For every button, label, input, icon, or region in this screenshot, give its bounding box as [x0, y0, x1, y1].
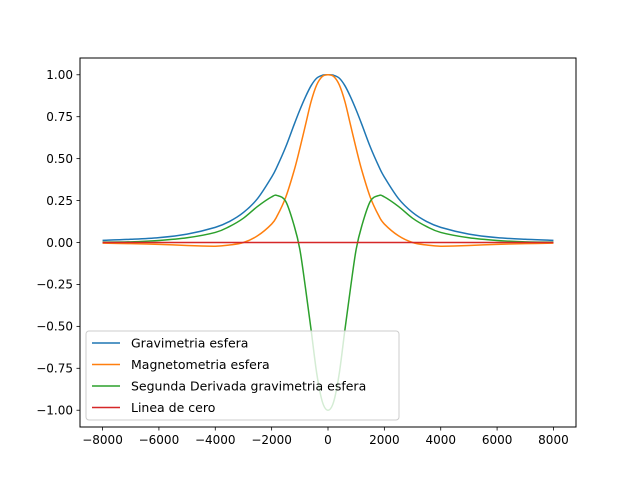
x-tick-label: 4000	[425, 433, 456, 447]
y-tick-label: −0.50	[36, 320, 73, 334]
x-tick-label: 2000	[369, 433, 400, 447]
y-axis: −1.00 −0.75 −0.50 −0.25 0.00 0.25 0.50 0.75 1.00	[36, 68, 80, 418]
y-tick-label: 0.75	[46, 110, 73, 124]
y-tick-label: 0.25	[46, 194, 73, 208]
x-tick-label: −4000	[195, 433, 236, 447]
series-line-1	[102, 74, 554, 247]
x-tick-label: 0	[324, 433, 332, 447]
y-tick-label: 0.00	[46, 236, 73, 250]
legend-label-0: Gravimetria esfera	[131, 336, 248, 351]
y-tick-label: −1.00	[36, 404, 73, 418]
legend-label-2: Segunda Derivada gravimetria esfera	[131, 379, 366, 394]
x-tick-label: −6000	[139, 433, 180, 447]
legend-label-1: Magnetometria esfera	[131, 357, 270, 372]
y-tick-label: −0.25	[36, 278, 73, 292]
x-tick-label: 6000	[482, 433, 513, 447]
x-tick-label: −2000	[251, 433, 292, 447]
x-tick-label: −8000	[82, 433, 123, 447]
legend: Gravimetria esfera Magnetometria esfera Se…	[85, 330, 400, 421]
x-tick-label: 8000	[538, 433, 569, 447]
y-tick-label: −0.75	[36, 362, 73, 376]
y-tick-label: 0.50	[46, 152, 73, 166]
y-tick-label: 1.00	[46, 68, 73, 82]
legend-label-3: Linea de cero	[131, 400, 215, 415]
x-axis: −8000 −6000 −4000 −2000 0 2000 4000 6000 8000	[82, 427, 569, 447]
legend-frame	[85, 330, 400, 421]
